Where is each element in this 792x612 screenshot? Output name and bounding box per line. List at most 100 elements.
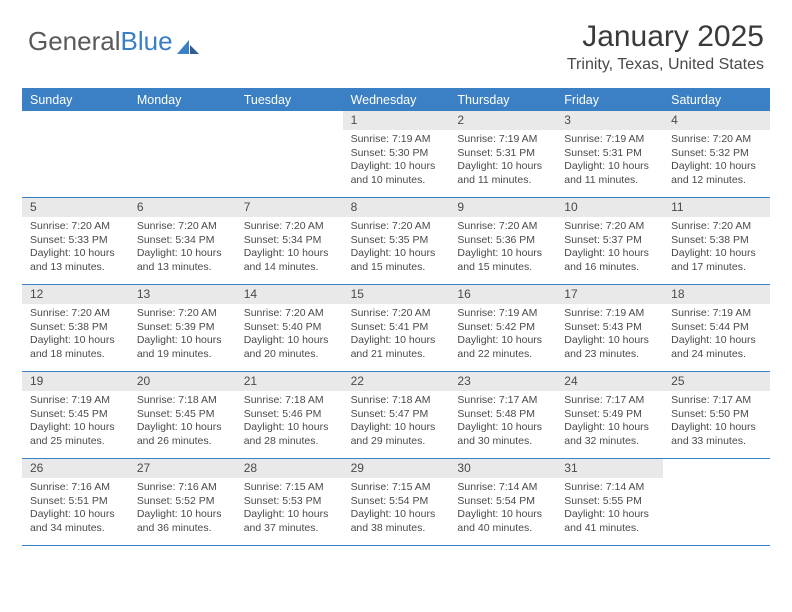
day-cell: 10Sunrise: 7:20 AMSunset: 5:37 PMDayligh… <box>556 198 663 284</box>
daylight-line: Daylight: 10 hours and 40 minutes. <box>457 508 550 535</box>
sunset-line: Sunset: 5:49 PM <box>564 408 657 421</box>
day-of-week-row: SundayMondayTuesdayWednesdayThursdayFrid… <box>22 90 770 111</box>
logo: GeneralBlue <box>28 20 201 57</box>
sunrise-line: Sunrise: 7:18 AM <box>351 394 444 407</box>
day-number: 1 <box>343 111 450 130</box>
week-row: 26Sunrise: 7:16 AMSunset: 5:51 PMDayligh… <box>22 459 770 546</box>
day-cell: 11Sunrise: 7:20 AMSunset: 5:38 PMDayligh… <box>663 198 770 284</box>
dow-cell: Tuesday <box>236 90 343 111</box>
day-body: Sunrise: 7:19 AMSunset: 5:30 PMDaylight:… <box>343 133 450 187</box>
sunrise-line: Sunrise: 7:20 AM <box>351 307 444 320</box>
day-body: Sunrise: 7:17 AMSunset: 5:49 PMDaylight:… <box>556 394 663 448</box>
daylight-line: Daylight: 10 hours and 23 minutes. <box>564 334 657 361</box>
day-cell: 21 Sunrise: 7:18 AMSunset: 5:46 PMDayligh… <box>236 372 343 458</box>
day-cell: 9Sunrise: 7:20 AMSunset: 5:36 PMDaylight… <box>449 198 556 284</box>
day-body: Sunrise: 7:20 AMSunset: 5:35 PMDaylight:… <box>343 220 450 274</box>
day-cell: 24 Sunrise: 7:17 AMSunset: 5:49 PMDayligh… <box>556 372 663 458</box>
sunrise-line: Sunrise: 7:17 AM <box>564 394 657 407</box>
day-number: 17 <box>556 285 663 304</box>
sunset-line: Sunset: 5:41 PM <box>351 321 444 334</box>
sunrise-line: Sunrise: 7:17 AM <box>671 394 764 407</box>
day-number: 3 <box>556 111 663 130</box>
sunrise-line: Sunrise: 7:16 AM <box>137 481 230 494</box>
sunrise-line: Sunrise: 7:14 AM <box>457 481 550 494</box>
day-number: 16 <box>449 285 556 304</box>
day-body: Sunrise: 7:18 AMSunset: 5:46 PMDaylight:… <box>236 394 343 448</box>
day-number: 12 <box>22 285 129 304</box>
daylight-line: Daylight: 10 hours and 22 minutes. <box>457 334 550 361</box>
daylight-line: Daylight: 10 hours and 29 minutes. <box>351 421 444 448</box>
day-body: Sunrise: 7:15 AMSunset: 5:54 PMDaylight:… <box>343 481 450 535</box>
day-number <box>129 111 236 130</box>
day-body: Sunrise: 7:16 AMSunset: 5:52 PMDaylight:… <box>129 481 236 535</box>
daylight-line: Daylight: 10 hours and 14 minutes. <box>244 247 337 274</box>
day-number: 26 <box>22 459 129 478</box>
sunset-line: Sunset: 5:45 PM <box>30 408 123 421</box>
day-body: Sunrise: 7:14 AMSunset: 5:54 PMDaylight:… <box>449 481 556 535</box>
day-cell: 6 Sunrise: 7:20 AMSunset: 5:34 PMDaylight… <box>129 198 236 284</box>
sunset-line: Sunset: 5:35 PM <box>351 234 444 247</box>
title-block: January 2025 Trinity, Texas, United Stat… <box>567 20 764 74</box>
day-number: 21 <box>236 372 343 391</box>
day-body: Sunrise: 7:20 AMSunset: 5:32 PMDaylight:… <box>663 133 770 187</box>
day-body: Sunrise: 7:17 AMSunset: 5:48 PMDaylight:… <box>449 394 556 448</box>
day-cell: 17 Sunrise: 7:19 AMSunset: 5:43 PMDayligh… <box>556 285 663 371</box>
calendar: SundayMondayTuesdayWednesdayThursdayFrid… <box>22 88 770 546</box>
day-body: Sunrise: 7:19 AMSunset: 5:44 PMDaylight:… <box>663 307 770 361</box>
day-number: 29 <box>343 459 450 478</box>
day-body: Sunrise: 7:20 AMSunset: 5:33 PMDaylight:… <box>22 220 129 274</box>
day-cell: 5 Sunrise: 7:20 AMSunset: 5:33 PMDaylight… <box>22 198 129 284</box>
sunset-line: Sunset: 5:54 PM <box>457 495 550 508</box>
daylight-line: Daylight: 10 hours and 16 minutes. <box>564 247 657 274</box>
day-number: 22 <box>343 372 450 391</box>
day-cell: 19Sunrise: 7:19 AMSunset: 5:45 PMDayligh… <box>22 372 129 458</box>
sunset-line: Sunset: 5:34 PM <box>137 234 230 247</box>
day-cell: 15Sunrise: 7:20 AMSunset: 5:41 PMDayligh… <box>343 285 450 371</box>
daylight-line: Daylight: 10 hours and 20 minutes. <box>244 334 337 361</box>
daylight-line: Daylight: 10 hours and 12 minutes. <box>671 160 764 187</box>
sunrise-line: Sunrise: 7:15 AM <box>351 481 444 494</box>
sunset-line: Sunset: 5:34 PM <box>244 234 337 247</box>
day-number: 24 <box>556 372 663 391</box>
sunrise-line: Sunrise: 7:18 AM <box>137 394 230 407</box>
sunset-line: Sunset: 5:51 PM <box>30 495 123 508</box>
sunrise-line: Sunrise: 7:15 AM <box>244 481 337 494</box>
day-body: Sunrise: 7:19 AMSunset: 5:31 PMDaylight:… <box>556 133 663 187</box>
sunrise-line: Sunrise: 7:20 AM <box>564 220 657 233</box>
sunset-line: Sunset: 5:39 PM <box>137 321 230 334</box>
daylight-line: Daylight: 10 hours and 34 minutes. <box>30 508 123 535</box>
day-number <box>663 459 770 478</box>
day-body: Sunrise: 7:15 AMSunset: 5:53 PMDaylight:… <box>236 481 343 535</box>
logo-text-general: General <box>28 26 121 57</box>
day-cell: 1 Sunrise: 7:19 AMSunset: 5:30 PMDaylight… <box>343 111 450 197</box>
day-body: Sunrise: 7:19 AMSunset: 5:43 PMDaylight:… <box>556 307 663 361</box>
day-body: Sunrise: 7:17 AMSunset: 5:50 PMDaylight:… <box>663 394 770 448</box>
dow-cell: Sunday <box>22 90 129 111</box>
sunset-line: Sunset: 5:48 PM <box>457 408 550 421</box>
day-number: 14 <box>236 285 343 304</box>
sunset-line: Sunset: 5:30 PM <box>351 147 444 160</box>
day-number: 5 <box>22 198 129 217</box>
sunset-line: Sunset: 5:40 PM <box>244 321 337 334</box>
day-cell: 29 Sunrise: 7:15 AMSunset: 5:54 PMDayligh… <box>343 459 450 545</box>
daylight-line: Daylight: 10 hours and 25 minutes. <box>30 421 123 448</box>
sunrise-line: Sunrise: 7:20 AM <box>30 220 123 233</box>
week-row: 12Sunrise: 7:20 AMSunset: 5:38 PMDayligh… <box>22 285 770 372</box>
day-number: 11 <box>663 198 770 217</box>
dow-cell: Saturday <box>663 90 770 111</box>
day-body: Sunrise: 7:20 AMSunset: 5:34 PMDaylight:… <box>236 220 343 274</box>
sunset-line: Sunset: 5:55 PM <box>564 495 657 508</box>
day-number: 6 <box>129 198 236 217</box>
sunset-line: Sunset: 5:53 PM <box>244 495 337 508</box>
day-cell: 22Sunrise: 7:18 AMSunset: 5:47 PMDayligh… <box>343 372 450 458</box>
day-body: Sunrise: 7:20 AMSunset: 5:41 PMDaylight:… <box>343 307 450 361</box>
dow-cell: Thursday <box>449 90 556 111</box>
day-cell: 23Sunrise: 7:17 AMSunset: 5:48 PMDayligh… <box>449 372 556 458</box>
day-number: 9 <box>449 198 556 217</box>
day-body: Sunrise: 7:20 AMSunset: 5:34 PMDaylight:… <box>129 220 236 274</box>
sunrise-line: Sunrise: 7:19 AM <box>564 133 657 146</box>
dow-cell: Friday <box>556 90 663 111</box>
day-body: Sunrise: 7:20 AMSunset: 5:40 PMDaylight:… <box>236 307 343 361</box>
sunset-line: Sunset: 5:43 PM <box>564 321 657 334</box>
daylight-line: Daylight: 10 hours and 17 minutes. <box>671 247 764 274</box>
